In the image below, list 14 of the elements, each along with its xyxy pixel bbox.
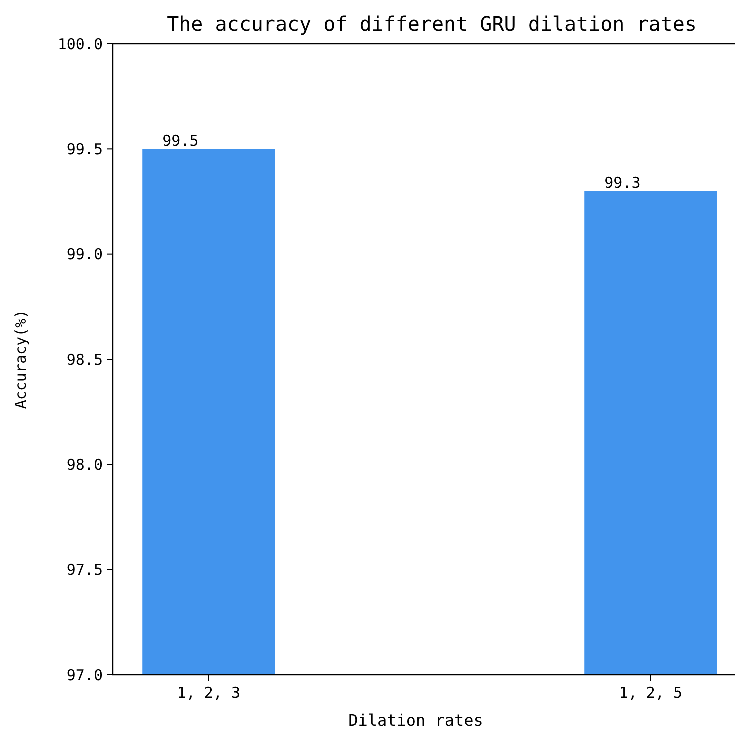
chart-title: The accuracy of different GRU dilation rates <box>167 12 697 36</box>
data-label: 99.3 <box>604 174 641 192</box>
x-tick-label: 1, 2, 5 <box>619 684 683 702</box>
y-tick-label: 99.5 <box>66 140 103 158</box>
y-tick-label: 97.5 <box>66 561 103 580</box>
y-tick-label: 99.0 <box>66 246 103 264</box>
y-tick-label: 98.0 <box>66 456 103 474</box>
y-axis-title: Accuracy(%) <box>12 310 30 410</box>
x-tick-label: 1, 2, 3 <box>177 684 241 702</box>
y-tick-label: 100.0 <box>58 35 103 54</box>
x-axis-title: Dilation rates <box>348 711 484 730</box>
y-tick-label: 98.5 <box>66 350 103 369</box>
y-tick-label: 97.0 <box>66 666 103 684</box>
data-label: 99.5 <box>162 132 199 150</box>
